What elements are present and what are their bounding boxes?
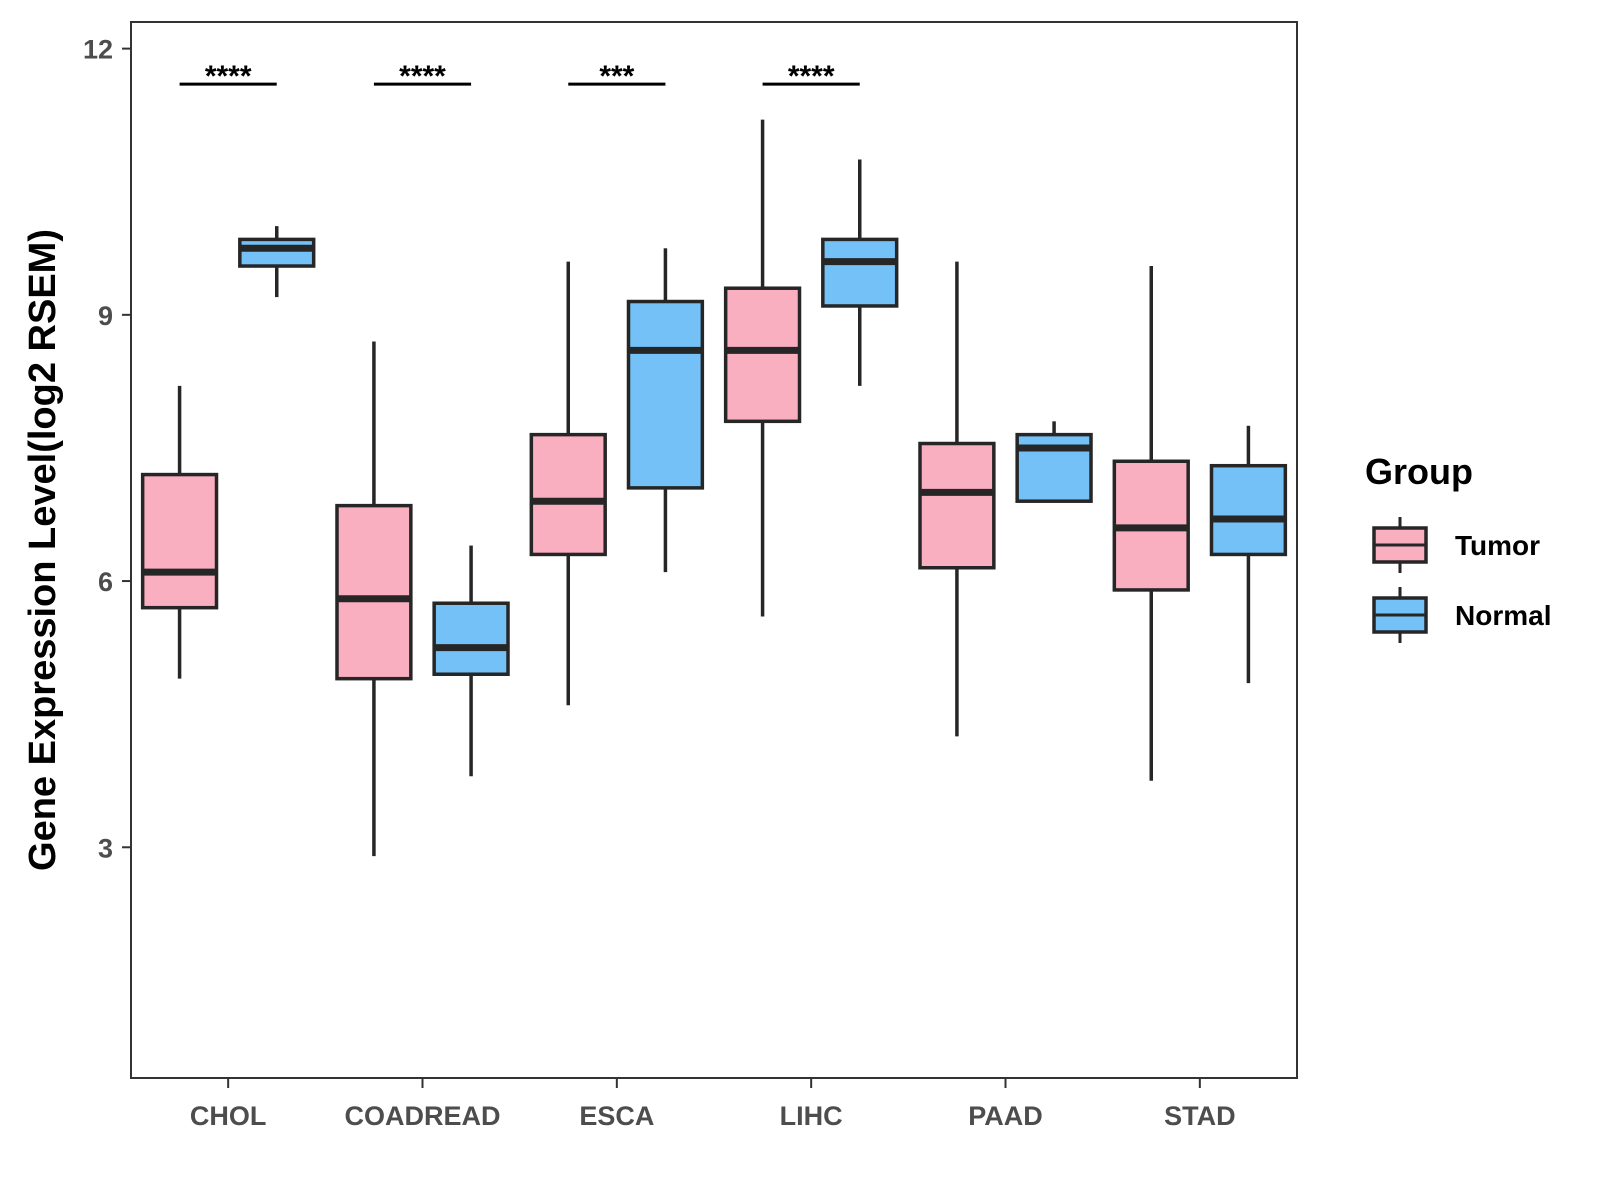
legend-item-tumor: Tumor <box>1372 517 1540 573</box>
box-normal-esca <box>626 248 705 573</box>
x-tick-label: PAAD <box>968 1101 1043 1131</box>
x-tick-label: ESCA <box>579 1101 654 1131</box>
y-tick-label: 12 <box>83 35 113 65</box>
significance-label: **** <box>788 60 835 93</box>
iqr-box <box>821 237 899 308</box>
x-tick-label: COADREAD <box>344 1101 500 1131</box>
x-tick-label: STAD <box>1164 1101 1236 1131</box>
box-tumor-stad <box>1112 266 1190 781</box>
box-tumor-lihc <box>723 119 802 617</box>
y-tick-label: 3 <box>98 833 113 863</box>
box-normal-paad <box>1015 421 1093 503</box>
legend-label: Normal <box>1455 600 1551 631</box>
legend-title: Group <box>1365 451 1473 492</box>
plot-panel <box>130 21 1298 1079</box>
box-layer <box>140 119 1288 857</box>
y-tick-label: 6 <box>98 567 113 597</box>
significance-label: **** <box>399 60 446 93</box>
iqr-box <box>432 601 510 676</box>
box-normal-chol <box>238 226 316 298</box>
y-axis: 3 6 9 12 <box>83 35 131 863</box>
box-tumor-esca <box>529 261 607 706</box>
x-tick-label: LIHC <box>780 1101 843 1131</box>
box-tumor-paad <box>918 261 996 737</box>
iqr-box <box>626 299 705 490</box>
box-tumor-coadread <box>335 341 413 857</box>
x-tick-label: CHOL <box>190 1101 267 1131</box>
iqr-box <box>529 432 607 557</box>
y-axis-title: Gene Expression Level(log2 RSEM) <box>22 229 64 871</box>
legend-item-normal: Normal <box>1372 587 1551 643</box>
significance-label: **** <box>205 60 252 93</box>
y-tick-label: 9 <box>98 301 113 331</box>
legend-label: Tumor <box>1455 530 1540 561</box>
iqr-box <box>918 441 996 570</box>
box-normal-lihc <box>821 159 899 386</box>
iqr-box <box>238 237 316 268</box>
legend: Group Tumor Normal <box>1365 451 1551 643</box>
significance-layer: **** **** *** **** <box>179 60 860 93</box>
iqr-box <box>1209 463 1288 557</box>
x-axis: CHOL COADREAD ESCA LIHC PAAD STAD <box>190 1078 1236 1131</box>
iqr-box <box>140 472 219 610</box>
box-normal-coadread <box>432 545 510 777</box>
box-normal-stad <box>1209 425 1288 684</box>
iqr-box <box>335 503 413 681</box>
iqr-box <box>723 286 802 424</box>
box-tumor-chol <box>140 385 219 679</box>
significance-label: *** <box>599 60 634 93</box>
